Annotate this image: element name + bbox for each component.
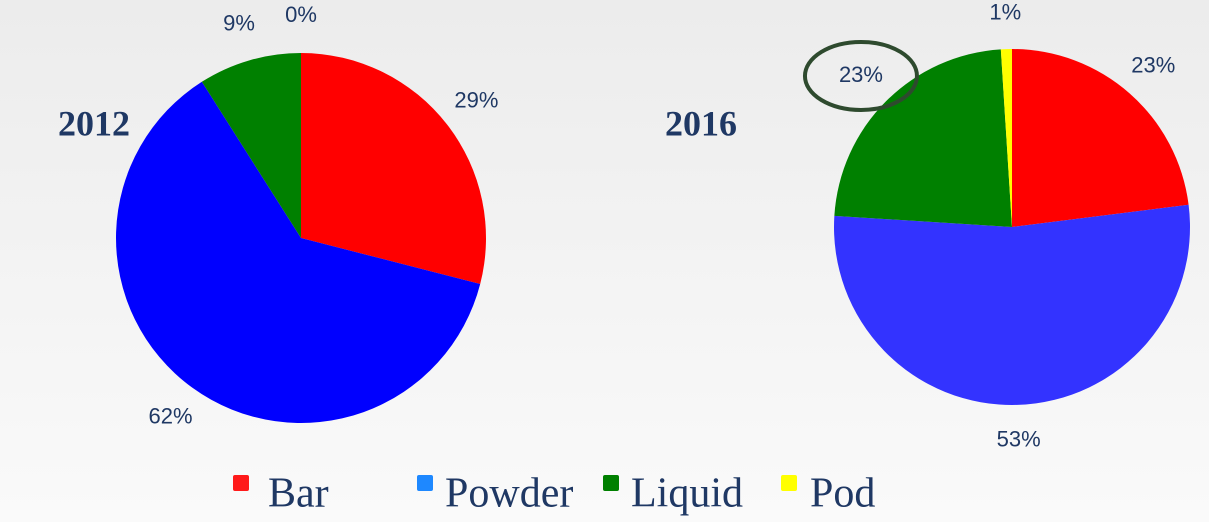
legend-label: Liquid: [631, 471, 743, 517]
chart-title: 2012: [58, 103, 130, 143]
legend-label: Bar: [268, 471, 329, 517]
pie-slice: [834, 49, 1012, 227]
pie-slice: [1000, 49, 1012, 227]
legend-label: Pod: [810, 471, 875, 517]
legend-swatch: [781, 475, 797, 491]
chart-title: 2016: [665, 103, 737, 143]
data-label: 9%: [223, 11, 255, 36]
pie-slice: [201, 53, 301, 238]
legend-swatch: [603, 475, 619, 491]
data-label: 23%: [839, 62, 883, 87]
data-label: 53%: [997, 426, 1041, 451]
legend-swatch: [417, 475, 433, 491]
pie-slice: [301, 53, 486, 285]
data-label: 1%: [989, 0, 1021, 24]
pie-slice: [116, 81, 481, 424]
pie-slice: [1012, 49, 1189, 227]
data-label: 23%: [1131, 53, 1175, 78]
pie-slice: [834, 204, 1190, 405]
highlight-circle: [802, 39, 919, 112]
data-label: 62%: [148, 403, 192, 428]
data-label: 29%: [454, 88, 498, 113]
legend-label: Powder: [445, 471, 573, 517]
legend-swatch: [233, 475, 249, 491]
data-label: 0%: [285, 2, 317, 27]
